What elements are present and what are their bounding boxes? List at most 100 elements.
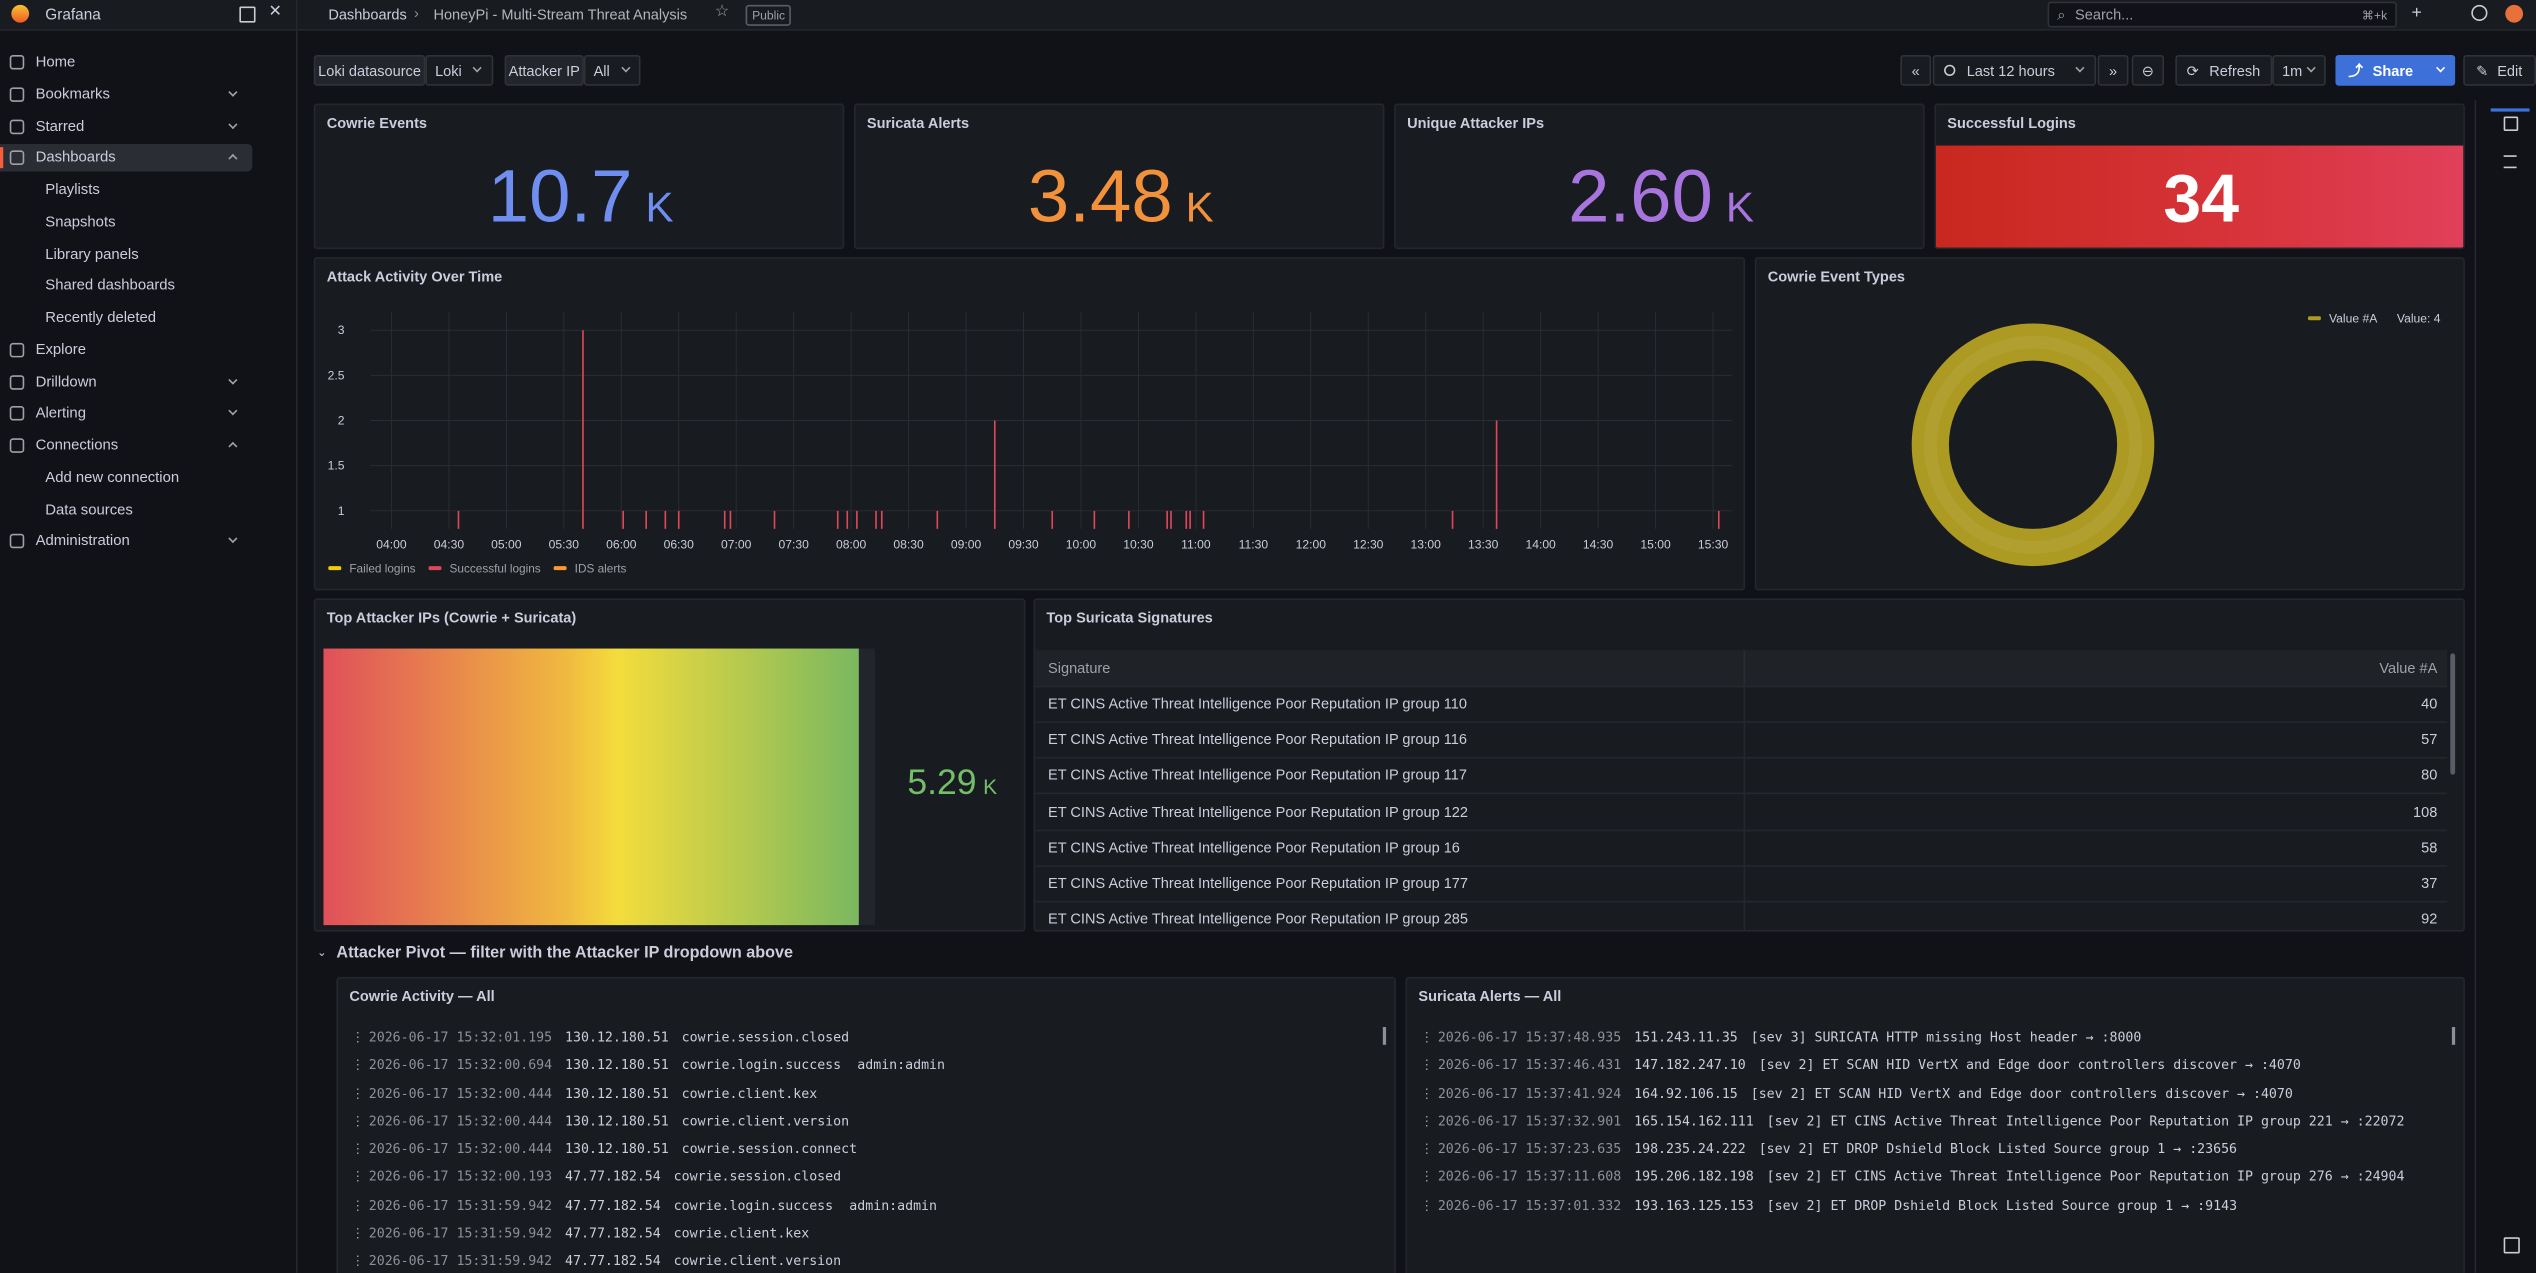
x-tick-label: 08:30	[893, 537, 924, 551]
search-shortcut: ⌘+k	[2361, 8, 2388, 23]
log-event: cowrie.session.closed	[681, 1028, 850, 1045]
interval-picker[interactable]: 1m	[2272, 54, 2326, 86]
variable-dropdown[interactable]: Loki	[425, 54, 494, 86]
public-badge: Public	[745, 4, 792, 26]
dock-menu[interactable]	[239, 6, 256, 23]
row-toggle[interactable]: ⌄	[317, 947, 327, 960]
logo[interactable]	[11, 4, 30, 23]
close-menu[interactable]: ✕	[268, 3, 283, 22]
nav-item[interactable]: Shared dashboards	[0, 272, 252, 299]
column-divider	[1743, 901, 1746, 930]
stat-panel: Suricata Alerts 3.48 K	[853, 103, 1385, 250]
refresh-label: Refresh	[2209, 63, 2261, 80]
cell: 37	[2421, 874, 2438, 892]
nav-item[interactable]: Administration	[0, 527, 252, 554]
log-line: 2026-06-17 15:32:00.694 130.12.180.51 cowr…	[349, 1052, 1368, 1080]
log-event: cowrie.login.success	[681, 1056, 842, 1073]
log-ts: 2026-06-17 15:31:59.942	[368, 1224, 553, 1241]
log-ip: 164.92.106.15	[1634, 1084, 1738, 1101]
log-ts: 2026-06-17 15:31:59.942	[368, 1196, 553, 1213]
nav-item[interactable]: Playlists	[0, 176, 252, 203]
nav-label: Add new connection	[45, 469, 180, 486]
cell: 57	[2421, 731, 2438, 748]
edit-button[interactable]: ✎ Edit	[2463, 54, 2536, 86]
nav-item[interactable]: Recently deleted	[0, 304, 252, 331]
sidebar-border	[295, 0, 298, 1273]
bar-gauge-panel: Top Attacker IPs (Cowrie + Suricata) 5.2…	[313, 598, 1026, 932]
time-back[interactable]: «	[1900, 54, 1932, 86]
nav-item[interactable]: Connections	[0, 432, 252, 459]
breadcrumb: HoneyPi - Multi-Stream Threat Analysis	[433, 6, 688, 23]
scrollbar[interactable]	[2451, 1027, 2456, 1045]
nav-item[interactable]: Snapshots	[0, 209, 252, 236]
gauge-unit: K	[983, 774, 998, 799]
log-ip: 130.12.180.51	[565, 1028, 669, 1045]
log-ip: 130.12.180.51	[565, 1112, 669, 1129]
breadcrumb[interactable]: Dashboards	[328, 6, 407, 23]
scrollbar[interactable]	[1382, 1027, 1387, 1045]
search-icon: ⌕	[2057, 6, 2066, 23]
y-tick-label: 3	[338, 323, 345, 337]
log-ip: 165.154.162.111	[1634, 1112, 1754, 1129]
right-strip-icon[interactable]	[2503, 116, 2519, 132]
row-title[interactable]: Attacker Pivot — filter with the Attacke…	[336, 944, 793, 963]
column-header: Signature	[1048, 659, 1111, 677]
nav-item[interactable]: Library panels	[0, 241, 252, 268]
nav-item[interactable]: Data sources	[0, 497, 252, 524]
x-tick-label: 09:00	[951, 537, 982, 551]
log-line: 2026-06-17 15:32:01.195 130.12.180.51 cowr…	[349, 1024, 1368, 1052]
stat-value: 3.48	[1027, 153, 1173, 238]
column-divider	[1743, 793, 1746, 830]
cell: ET CINS Active Threat Intelligence Poor …	[1048, 767, 1467, 784]
refresh-button[interactable]: ⟳ Refresh	[2175, 54, 2273, 86]
log-list: 2026-06-17 15:37:48.935 151.243.11.35 [sev…	[1418, 1024, 2447, 1220]
zoom-out[interactable]: ⊖	[2131, 54, 2165, 86]
nav-item[interactable]: Add new connection	[0, 464, 252, 491]
log-ts: 2026-06-17 15:37:23.635	[1437, 1140, 1622, 1157]
logs-panel: Cowrie Activity — All 2026-06-17 15:32:0…	[336, 976, 1396, 1273]
star-button[interactable]: ☆	[714, 3, 730, 22]
stat-background	[1935, 145, 2464, 248]
nav-label: Recently deleted	[45, 308, 156, 326]
time-picker[interactable]: Last 12 hours	[1932, 54, 2097, 86]
stat-value-box: 34	[1936, 154, 2463, 241]
right-strip-icon[interactable]	[2503, 155, 2517, 169]
x-tick-label: 12:00	[1296, 537, 1327, 551]
stat-panel: Successful Logins 34	[1934, 103, 2465, 250]
panel-title: Suricata Alerts	[866, 114, 970, 132]
log-detail: admin:admin	[857, 1056, 946, 1073]
nav-item[interactable]: Home	[0, 49, 252, 76]
nav-item[interactable]: Alerting	[0, 399, 252, 426]
variable-dropdown[interactable]: All	[583, 54, 641, 86]
x-tick-label: 07:30	[778, 537, 809, 551]
x-tick-label: 04:30	[434, 537, 465, 551]
x-tick-label: 04:00	[376, 537, 407, 551]
log-ip: 130.12.180.51	[565, 1084, 669, 1101]
log-ts: 2026-06-17 15:32:01.195	[368, 1028, 553, 1045]
right-strip-icon[interactable]	[2503, 1237, 2520, 1254]
log-line: 2026-06-17 15:37:46.431 147.182.247.10 [se…	[1418, 1052, 2447, 1080]
nav-item[interactable]: Dashboards	[0, 143, 253, 172]
nav-label: Shared dashboards	[45, 276, 176, 293]
nav-item[interactable]: Starred	[0, 113, 252, 140]
stat-value: 34	[2163, 160, 2239, 237]
x-tick-label: 09:30	[1008, 537, 1039, 551]
column-divider	[1743, 721, 1746, 758]
add-button[interactable]: +	[2411, 3, 2422, 23]
nav-label: Administration	[35, 532, 130, 549]
log-event: cowrie.client.kex	[681, 1084, 818, 1101]
nav-item[interactable]: Drilldown	[0, 369, 252, 396]
time-forward[interactable]: »	[2097, 54, 2129, 86]
stat-value-box: 3.48 K	[856, 153, 1383, 248]
nav-item[interactable]: Explore	[0, 336, 252, 363]
share-button[interactable]: ⤴ Share	[2335, 54, 2456, 86]
search-box[interactable]: ⌕ Search... ⌘+k	[2047, 1, 2397, 28]
nav-label: Playlists	[45, 181, 100, 198]
help-button[interactable]	[2471, 4, 2488, 22]
variable-label: Loki datasource	[313, 54, 426, 86]
nav-item[interactable]: Bookmarks	[0, 81, 252, 108]
avatar[interactable]	[2505, 4, 2524, 23]
scrollbar[interactable]	[2450, 653, 2456, 775]
x-tick-label: 14:30	[1583, 537, 1614, 551]
x-tick-label: 15:00	[1640, 537, 1671, 551]
